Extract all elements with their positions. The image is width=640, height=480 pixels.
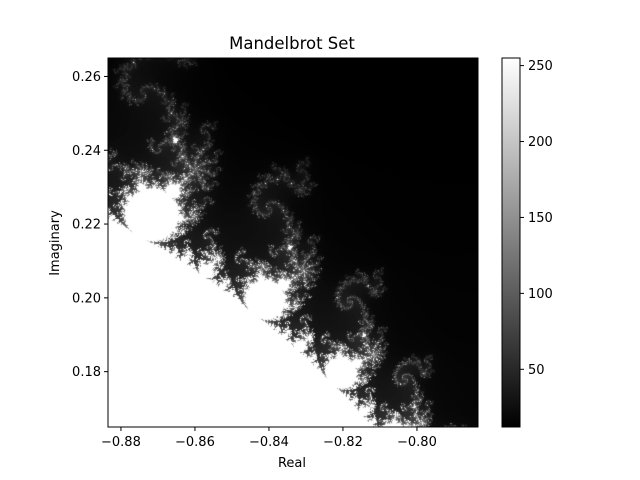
colorbar-tick-label: 150 [528, 211, 553, 226]
colorbar-tick-label: 50 [528, 363, 545, 378]
colorbar: 50 100 150 200 250 [501, 57, 553, 428]
y-tick-label: 0.18 [72, 365, 101, 380]
y-axis: 0.18 0.20 0.22 0.24 0.26 [72, 70, 108, 380]
x-tick-label: −0.84 [249, 435, 289, 450]
colorbar-tick-label: 250 [528, 59, 553, 74]
colorbar-tick-label: 200 [528, 135, 553, 150]
x-tick-label: −0.88 [101, 435, 141, 450]
x-tick-label: −0.80 [397, 435, 437, 450]
colorbar-tick-label: 100 [528, 287, 553, 302]
mandelbrot-heatmap [108, 58, 478, 427]
y-tick-label: 0.26 [72, 70, 101, 85]
y-tick-label: 0.20 [72, 291, 101, 306]
y-tick-label: 0.24 [72, 144, 101, 159]
x-axis-label: Real [278, 456, 306, 471]
x-tick-label: −0.82 [323, 435, 363, 450]
y-axis-label: Imaginary [48, 210, 63, 276]
x-tick-label: −0.86 [175, 435, 215, 450]
colorbar-gradient [501, 57, 521, 428]
chart-title: Mandelbrot Set [229, 34, 355, 53]
y-tick-label: 0.22 [72, 218, 101, 233]
plot-frame [107, 57, 479, 428]
colorbar-ticks: 50 100 150 200 250 [520, 59, 553, 378]
plot-area [107, 57, 479, 428]
x-axis: −0.88 −0.86 −0.84 −0.82 −0.80 [101, 427, 437, 450]
